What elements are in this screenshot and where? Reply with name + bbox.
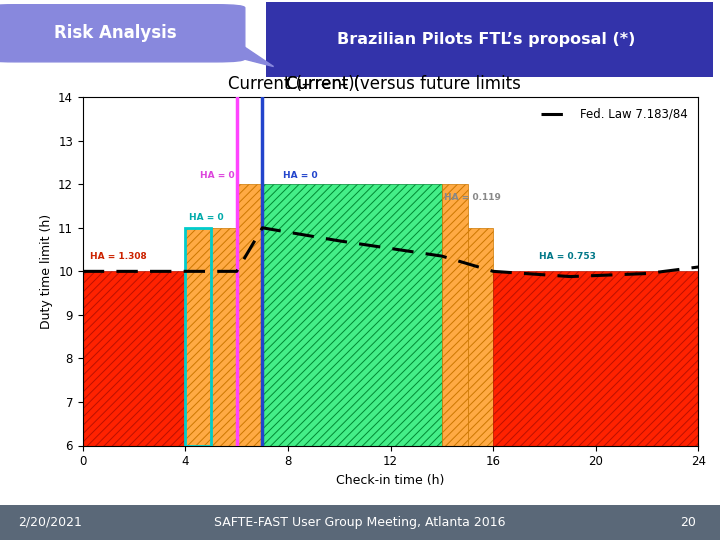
Text: HA = 0: HA = 0 [283, 171, 318, 180]
Bar [442, 184, 467, 446]
Text: Current (–  –  –) versus future limits: Current (– – –) versus future limits [228, 75, 521, 93]
Bar [83, 271, 185, 446]
Bar [467, 228, 493, 446]
Text: HA = 0.753: HA = 0.753 [539, 252, 596, 261]
Text: 2/20/2021: 2/20/2021 [19, 516, 82, 529]
Bar [185, 228, 211, 446]
Text: HA = 1.308: HA = 1.308 [91, 252, 148, 261]
Y-axis label: Duty time limit (h): Duty time limit (h) [40, 214, 53, 329]
FancyBboxPatch shape [0, 5, 245, 62]
Text: HA = 0: HA = 0 [199, 171, 234, 180]
Text: Brazilian Pilots FTL’s proposal (*): Brazilian Pilots FTL’s proposal (*) [337, 32, 635, 46]
X-axis label: Check-in time (h): Check-in time (h) [336, 474, 445, 487]
Text: SAFTE-FAST User Group Meeting, Atlanta 2016: SAFTE-FAST User Group Meeting, Atlanta 2… [215, 516, 505, 529]
Text: Current (: Current ( [286, 75, 360, 93]
Text: Current (: Current ( [286, 75, 360, 93]
Polygon shape [212, 38, 274, 66]
Text: HA = 0.119: HA = 0.119 [444, 193, 501, 201]
Text: Risk Analysis: Risk Analysis [54, 24, 176, 42]
Bar [185, 228, 237, 446]
Bar [493, 271, 698, 446]
Text: HA = 0: HA = 0 [189, 213, 224, 222]
Legend: Fed. Law 7.183/84: Fed. Law 7.183/84 [536, 103, 693, 125]
Bar [237, 184, 262, 446]
Text: 20: 20 [680, 516, 696, 529]
Bar [262, 184, 442, 446]
FancyBboxPatch shape [266, 2, 713, 77]
